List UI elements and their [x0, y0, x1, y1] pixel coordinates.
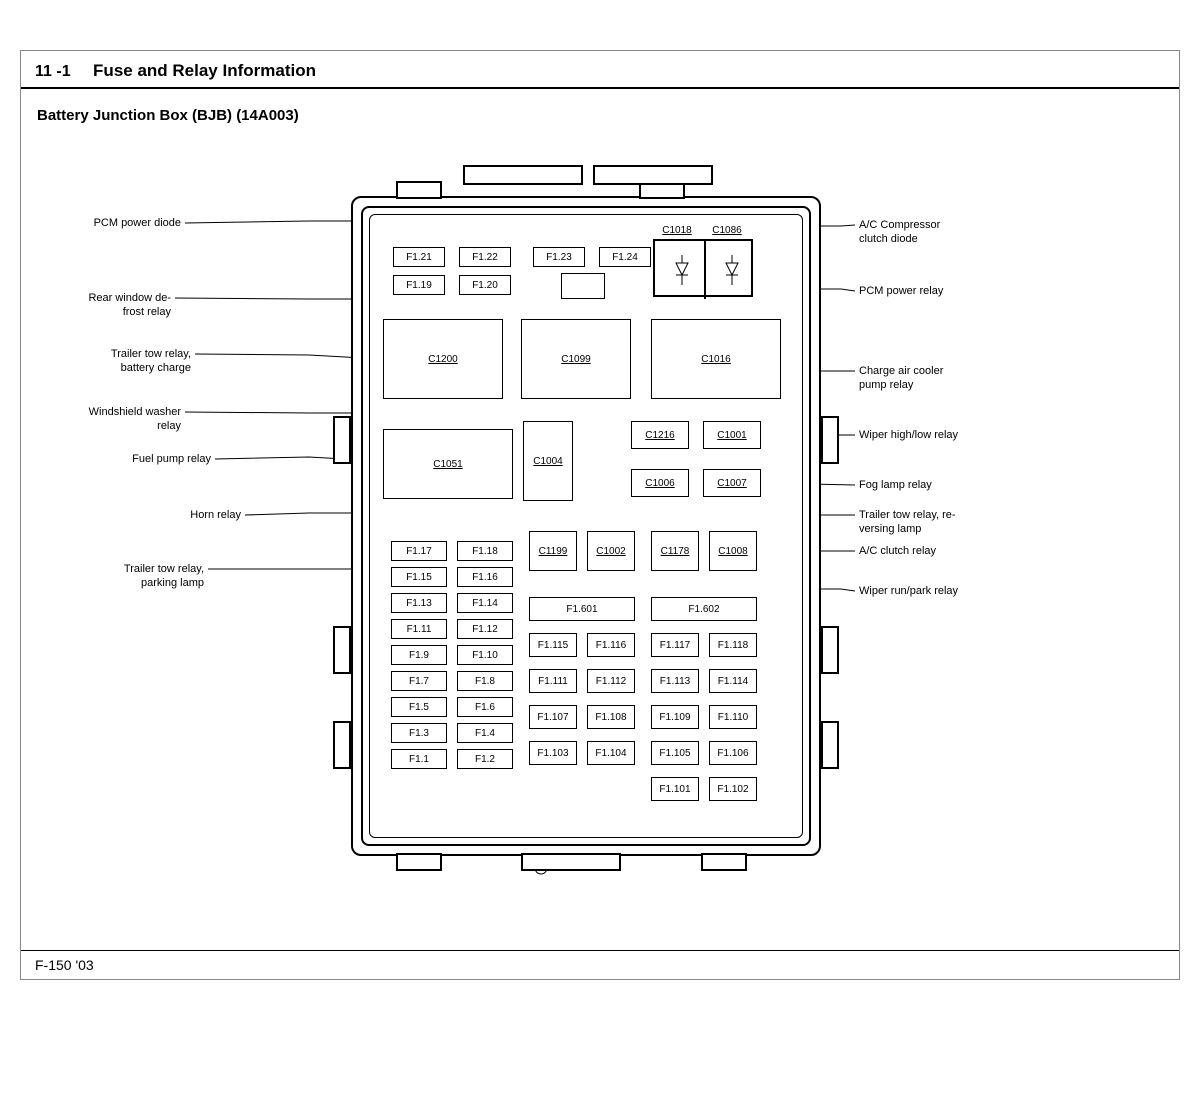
relay-C1007: C1007 [703, 469, 761, 497]
callout-rear: Rear window de-frost relay [21, 292, 171, 320]
clip-4 [333, 416, 351, 464]
callout-a/c: A/C clutch relay [859, 545, 1009, 559]
fuse-F1.16: F1.16 [457, 567, 513, 587]
fuse-F1.102: F1.102 [709, 777, 757, 801]
clip-6 [333, 721, 351, 769]
relay-C1006: C1006 [631, 469, 689, 497]
clip-2 [463, 165, 583, 185]
fuse-F1.104: F1.104 [587, 741, 635, 765]
fuse-F1.111: F1.111 [529, 669, 577, 693]
clip-7 [821, 416, 839, 464]
fuse-F1.10: F1.10 [457, 645, 513, 665]
page-footer: F-150 '03 [21, 950, 1179, 979]
fuse-F1.11: F1.11 [391, 619, 447, 639]
clip-12 [701, 853, 747, 871]
fuse-F1.2: F1.2 [457, 749, 513, 769]
diode-label-C1018: C1018 [656, 223, 698, 237]
fuse-F1.5: F1.5 [391, 697, 447, 717]
clip-10 [396, 853, 442, 871]
fuse-F1.602: F1.602 [651, 597, 757, 621]
fuse-F1.22: F1.22 [459, 247, 511, 267]
callout-windshield: Windshield washerrelay [31, 406, 181, 434]
fuse-F1.4: F1.4 [457, 723, 513, 743]
relay-C1099: C1099 [521, 319, 631, 399]
callout-pcm: PCM power diode [31, 217, 181, 231]
callout-wiper: Wiper run/park relay [859, 585, 1009, 599]
diode-housing [653, 239, 753, 297]
fuse-F1.113: F1.113 [651, 669, 699, 693]
fuse-F1.12: F1.12 [457, 619, 513, 639]
fuse-F1.23: F1.23 [533, 247, 585, 267]
fuse-F1.107: F1.107 [529, 705, 577, 729]
relay-C1200: C1200 [383, 319, 503, 399]
fuse-F1.21: F1.21 [393, 247, 445, 267]
callout-fuel: Fuel pump relay [61, 453, 211, 467]
relay-C1216: C1216 [631, 421, 689, 449]
callout-wiper: Wiper high/low relay [859, 429, 1009, 443]
clip-8 [821, 626, 839, 674]
fusebox-diagram: F1.21 F1.22 F1.23 F1.24 F1.19 F1.20 C1018 C1086… [21, 51, 1181, 911]
fuse-F1.115: F1.115 [529, 633, 577, 657]
fuse-F1.117: F1.117 [651, 633, 699, 657]
fuse-F1.101: F1.101 [651, 777, 699, 801]
fuse-F1.114: F1.114 [709, 669, 757, 693]
clip-9 [821, 721, 839, 769]
relay-C1199: C1199 [529, 531, 577, 571]
relay-C1008: C1008 [709, 531, 757, 571]
clip-11 [521, 853, 621, 871]
fuse-F1.116: F1.116 [587, 633, 635, 657]
fuse-F1.110: F1.110 [709, 705, 757, 729]
fuse-F1.109: F1.109 [651, 705, 699, 729]
callout-trailer: Trailer tow relay, re-versing lamp [859, 509, 1009, 537]
relay-C1004: C1004 [523, 421, 573, 501]
clip-5 [333, 626, 351, 674]
relay-C1016: C1016 [651, 319, 781, 399]
relay-C1178: C1178 [651, 531, 699, 571]
callout-fog: Fog lamp relay [859, 479, 1009, 493]
fuse-F1.15: F1.15 [391, 567, 447, 587]
fuse-F1.9: F1.9 [391, 645, 447, 665]
fuse-F1.19: F1.19 [393, 275, 445, 295]
relay-C1051: C1051 [383, 429, 513, 499]
fuse-F1.7: F1.7 [391, 671, 447, 691]
fuse-F1.112: F1.112 [587, 669, 635, 693]
fuse-F1.105: F1.105 [651, 741, 699, 765]
fuse-F1.8: F1.8 [457, 671, 513, 691]
callout-trailer: Trailer tow relay,parking lamp [54, 563, 204, 591]
fuse-F1.20: F1.20 [459, 275, 511, 295]
fuse-F1.103: F1.103 [529, 741, 577, 765]
diode-label-C1086: C1086 [706, 223, 748, 237]
relay-C1002: C1002 [587, 531, 635, 571]
callout-charge: Charge air coolerpump relay [859, 365, 1009, 393]
clip-3 [593, 165, 713, 185]
footer-text: F-150 '03 [35, 957, 94, 973]
fuse-F1.3: F1.3 [391, 723, 447, 743]
relay-C1001: C1001 [703, 421, 761, 449]
fuse-F1.13: F1.13 [391, 593, 447, 613]
fuse-F1.14: F1.14 [457, 593, 513, 613]
callout-trailer: Trailer tow relay,battery charge [41, 348, 191, 376]
fuse-F1.18: F1.18 [457, 541, 513, 561]
fuse-F1.118: F1.118 [709, 633, 757, 657]
callout-a/c: A/C Compressorclutch diode [859, 219, 1009, 247]
page-frame: 11 -1 Fuse and Relay Information Battery… [20, 50, 1180, 980]
fuse-F1.24: F1.24 [599, 247, 651, 267]
fuse-F1.108: F1.108 [587, 705, 635, 729]
fuse-F1.601: F1.601 [529, 597, 635, 621]
clip-0 [396, 181, 442, 199]
fuse-F1.6: F1.6 [457, 697, 513, 717]
callout-pcm: PCM power relay [859, 285, 1009, 299]
fuse-F1.1: F1.1 [391, 749, 447, 769]
callout-horn: Horn relay [91, 509, 241, 523]
fuse-F1.106: F1.106 [709, 741, 757, 765]
blank-top [561, 273, 605, 299]
fuse-F1.17: F1.17 [391, 541, 447, 561]
